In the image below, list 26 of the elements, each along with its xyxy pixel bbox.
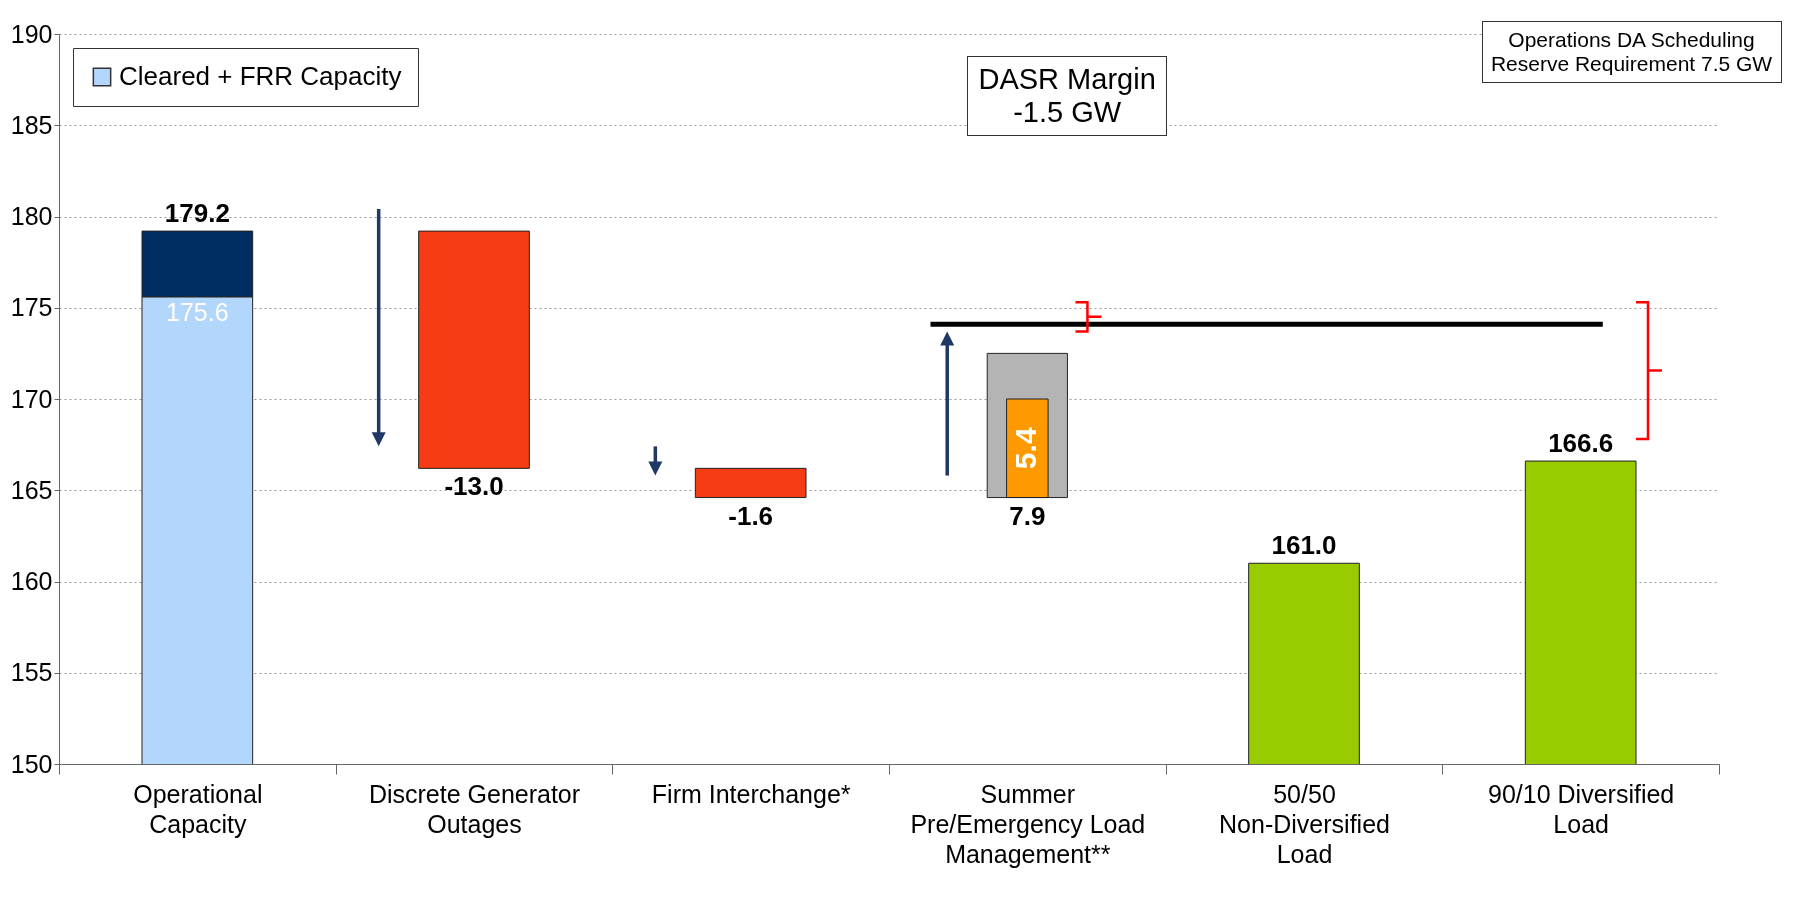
y-tick-label: 180	[10, 202, 53, 230]
x-tick-label: Operational Capacity	[133, 779, 263, 838]
annotation: DASR Margin -1.5 GW	[967, 55, 1168, 136]
data-label: -13.0	[444, 471, 504, 502]
y-tick-label: 160	[10, 567, 53, 595]
x-tick-label: 50/50 Non-Diversified Load	[1219, 779, 1390, 868]
data-label: 5.4	[1009, 427, 1043, 470]
data-label: 166.6	[1548, 428, 1614, 459]
x-tick-label: Summer Pre/Emergency Load Management**	[910, 779, 1146, 868]
data-label: 179.2	[164, 198, 230, 229]
y-tick-label: 190	[10, 19, 53, 48]
annotation: Operations DA Scheduling Reserve Requirement 7.5 GW	[1481, 21, 1782, 84]
y-tick-label: 170	[10, 384, 53, 413]
data-label: -1.6	[728, 500, 774, 531]
y-tick-label: 165	[10, 475, 53, 504]
y-tick-label: 155	[10, 658, 53, 687]
x-tick-label: Firm Interchange*	[651, 779, 851, 808]
y-tick-label: 185	[10, 110, 53, 139]
data-label: 161.0	[1271, 530, 1337, 561]
y-tick-label: 150	[10, 749, 53, 778]
legend-label: Cleared + FRR Capacity	[119, 61, 402, 91]
x-tick-label: 90/10 Diversified Load	[1488, 779, 1675, 838]
data-label: 7.9	[1009, 500, 1046, 531]
data-label: 175.6	[166, 297, 229, 326]
y-tick-label: 175	[10, 293, 53, 322]
x-tick-label: Discrete Generator Outages	[368, 779, 581, 838]
